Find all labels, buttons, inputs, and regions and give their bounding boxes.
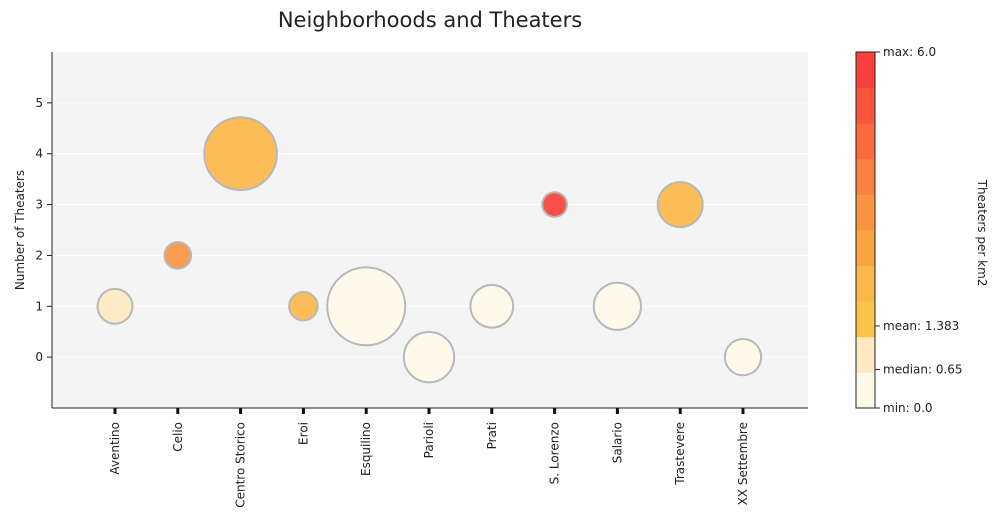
y-tick-label: 3: [35, 198, 43, 212]
y-tick-label: 1: [35, 299, 43, 313]
colorbar-segment: [856, 123, 875, 159]
colorbar-segment: [856, 230, 875, 266]
y-ticks: 0 1 2 3 4 5: [35, 96, 52, 364]
colorbar: max: 6.0 mean: 1.383 median: 0.65 min: 0.0: [856, 45, 963, 415]
colorbar-segment: [856, 337, 875, 373]
bubble-trastevere: [658, 182, 703, 227]
bubble-eroi: [289, 292, 317, 320]
colorbar-segment: [856, 194, 875, 230]
bubble-s-lorenzo: [542, 192, 567, 217]
colorbar-segment: [856, 88, 875, 124]
x-ticks: Aventino Celio Centro Storico Eroi Esquilino…: [108, 408, 750, 508]
bubble-salario: [594, 283, 641, 330]
colorbar-segment: [856, 52, 875, 88]
x-tick-label: Prati: [485, 422, 499, 449]
x-tick-label: Centro Storico: [234, 422, 248, 508]
colorbar-min-label: min: 0.0: [883, 401, 933, 415]
y-tick-label: 5: [35, 96, 43, 110]
bubble-prati: [470, 285, 513, 328]
bubble-esquilino: [327, 267, 405, 345]
colorbar-segment: [856, 159, 875, 195]
y-axis-label: Number of Theaters: [13, 170, 27, 290]
x-tick-label: Celio: [171, 422, 185, 452]
x-tick-label: S. Lorenzo: [548, 422, 562, 484]
colorbar-segment: [856, 301, 875, 337]
y-tick-label: 0: [35, 350, 43, 364]
x-tick-label: Eroi: [296, 422, 310, 445]
x-tick-label: XX Settembre: [736, 422, 750, 505]
chart-title: Neighborhoods and Theaters: [278, 8, 582, 32]
bubble-xx-settembre: [725, 339, 761, 375]
bubble-celio: [164, 242, 191, 269]
colorbar-median-label: median: 0.65: [883, 362, 963, 376]
y-tick-label: 4: [35, 147, 43, 161]
bubble-centro-storico: [204, 117, 277, 190]
x-tick-label: Parioli: [422, 422, 436, 458]
x-tick-label: Aventino: [108, 422, 122, 475]
colorbar-segment: [856, 372, 875, 408]
bubble-aventino: [98, 289, 133, 324]
bubble-parioli: [404, 332, 454, 382]
x-tick-label: Salario: [610, 422, 624, 463]
colorbar-max-label: max: 6.0: [883, 45, 936, 59]
y-tick-label: 2: [35, 248, 43, 262]
colorbar-segment: [856, 266, 875, 302]
x-tick-label: Trastevere: [673, 422, 687, 486]
x-tick-label: Esquilino: [359, 422, 373, 476]
colorbar-label: Theaters per km2: [975, 179, 989, 287]
colorbar-mean-label: mean: 1.383: [883, 319, 959, 333]
